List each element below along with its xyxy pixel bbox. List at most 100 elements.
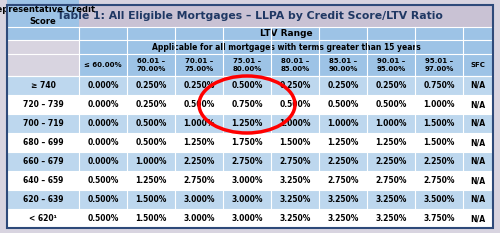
Text: 1.500%: 1.500%: [136, 214, 166, 223]
Text: 1.000%: 1.000%: [279, 119, 311, 128]
Bar: [7, 114, 493, 133]
Text: 2.250%: 2.250%: [328, 157, 358, 166]
Text: 0.500%: 0.500%: [136, 119, 166, 128]
Text: 1.250%: 1.250%: [232, 119, 262, 128]
Text: 0.250%: 0.250%: [136, 100, 166, 109]
Text: 0.750%: 0.750%: [423, 81, 455, 90]
Text: 1.500%: 1.500%: [280, 138, 310, 147]
Text: 3.000%: 3.000%: [183, 195, 215, 204]
Text: 75.01 –
80.00%: 75.01 – 80.00%: [232, 58, 262, 72]
Text: 3.000%: 3.000%: [231, 195, 263, 204]
Text: Applicable for all mortgages with terms greater than 15 years: Applicable for all mortgages with terms …: [152, 42, 420, 51]
Text: 2.250%: 2.250%: [184, 157, 214, 166]
Text: 2.750%: 2.750%: [375, 176, 407, 185]
Text: ≥ 740: ≥ 740: [30, 81, 56, 90]
Text: 60.01 –
70.00%: 60.01 – 70.00%: [136, 58, 166, 72]
Text: N/A: N/A: [470, 119, 486, 128]
Text: 0.000%: 0.000%: [88, 100, 119, 109]
Text: 95.01 –
97.00%: 95.01 – 97.00%: [424, 58, 454, 72]
Text: 3.000%: 3.000%: [183, 214, 215, 223]
Text: 0.250%: 0.250%: [280, 81, 310, 90]
Bar: [7, 152, 493, 171]
Text: 0.000%: 0.000%: [88, 81, 119, 90]
Text: 700 – 719: 700 – 719: [22, 119, 64, 128]
Bar: [7, 5, 493, 27]
Text: 1.000%: 1.000%: [183, 119, 215, 128]
Text: N/A: N/A: [470, 81, 486, 90]
Text: 3.250%: 3.250%: [328, 214, 358, 223]
Text: 1.500%: 1.500%: [424, 119, 454, 128]
Text: 0.500%: 0.500%: [232, 81, 262, 90]
Text: N/A: N/A: [470, 195, 486, 204]
Text: 3.750%: 3.750%: [423, 214, 455, 223]
Text: 0.250%: 0.250%: [328, 81, 358, 90]
Text: 3.000%: 3.000%: [231, 176, 263, 185]
Text: 80.01 –
85.00%: 80.01 – 85.00%: [280, 58, 310, 72]
Text: 0.250%: 0.250%: [376, 81, 406, 90]
Text: 3.250%: 3.250%: [280, 214, 310, 223]
Text: N/A: N/A: [470, 157, 486, 166]
Bar: [7, 76, 493, 95]
Text: SFC: SFC: [470, 62, 486, 68]
Text: 3.250%: 3.250%: [376, 195, 406, 204]
Bar: [7, 171, 493, 190]
Text: 0.500%: 0.500%: [88, 214, 118, 223]
Text: 1.250%: 1.250%: [376, 138, 406, 147]
Text: 1.250%: 1.250%: [136, 176, 166, 185]
Text: 1.000%: 1.000%: [423, 100, 455, 109]
Text: 3.000%: 3.000%: [231, 214, 263, 223]
Text: 3.250%: 3.250%: [328, 195, 358, 204]
Text: 3.500%: 3.500%: [424, 195, 454, 204]
Text: 0.250%: 0.250%: [184, 81, 214, 90]
Text: 0.000%: 0.000%: [88, 119, 119, 128]
Text: 0.500%: 0.500%: [280, 100, 310, 109]
Text: 3.250%: 3.250%: [280, 195, 310, 204]
Text: 0.500%: 0.500%: [136, 138, 166, 147]
Text: 85.01 –
90.00%: 85.01 – 90.00%: [328, 58, 358, 72]
Text: N/A: N/A: [470, 176, 486, 185]
Text: 2.750%: 2.750%: [231, 157, 263, 166]
Text: 2.250%: 2.250%: [424, 157, 454, 166]
Text: 3.250%: 3.250%: [376, 214, 406, 223]
Text: 0.500%: 0.500%: [184, 100, 214, 109]
Text: < 620¹: < 620¹: [29, 214, 57, 223]
Text: N/A: N/A: [470, 100, 486, 109]
Text: 1.000%: 1.000%: [375, 119, 407, 128]
Bar: [79, 27, 493, 40]
Text: 0.750%: 0.750%: [231, 100, 263, 109]
Bar: [7, 133, 493, 152]
Text: 2.750%: 2.750%: [423, 176, 455, 185]
Text: 2.750%: 2.750%: [279, 157, 311, 166]
Text: 660 – 679: 660 – 679: [22, 157, 64, 166]
Text: 90.01 –
95.00%: 90.01 – 95.00%: [376, 58, 406, 72]
Text: 1.000%: 1.000%: [327, 119, 359, 128]
Text: Table 1: All Eligible Mortgages – LLPA by Credit Score/LTV Ratio: Table 1: All Eligible Mortgages – LLPA b…: [57, 11, 443, 21]
Text: 2.250%: 2.250%: [376, 157, 406, 166]
Bar: [79, 54, 493, 76]
Text: 0.500%: 0.500%: [376, 100, 406, 109]
Bar: [7, 0, 79, 40]
Text: 1.250%: 1.250%: [328, 138, 358, 147]
Text: 1.500%: 1.500%: [424, 138, 454, 147]
Text: 0.000%: 0.000%: [88, 157, 119, 166]
Text: 680 – 699: 680 – 699: [22, 138, 64, 147]
Text: 0.000%: 0.000%: [88, 138, 119, 147]
Text: 2.750%: 2.750%: [183, 176, 215, 185]
Text: 1.500%: 1.500%: [136, 195, 166, 204]
Text: ≤ 60.00%: ≤ 60.00%: [84, 62, 122, 68]
Text: 70.01 –
75.00%: 70.01 – 75.00%: [184, 58, 214, 72]
Text: N/A: N/A: [470, 138, 486, 147]
Bar: [79, 40, 493, 54]
Text: 0.250%: 0.250%: [136, 81, 166, 90]
Text: 1.750%: 1.750%: [231, 138, 263, 147]
Text: 0.500%: 0.500%: [328, 100, 358, 109]
Text: LTV Range: LTV Range: [260, 29, 312, 38]
Text: 2.750%: 2.750%: [327, 176, 359, 185]
Text: 620 – 639: 620 – 639: [23, 195, 63, 204]
Text: N/A: N/A: [470, 214, 486, 223]
Text: 3.250%: 3.250%: [280, 176, 310, 185]
Text: 640 – 659: 640 – 659: [23, 176, 63, 185]
Text: 0.500%: 0.500%: [88, 176, 118, 185]
Bar: [7, 209, 493, 228]
Text: 1.000%: 1.000%: [135, 157, 167, 166]
